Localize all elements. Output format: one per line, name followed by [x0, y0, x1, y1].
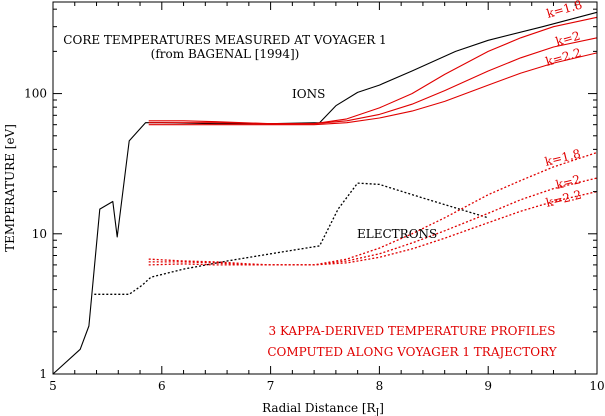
electron-k2-label: k=2 — [554, 172, 582, 192]
y-tick-label: 10 — [32, 227, 47, 241]
electrons-model-line-5 — [148, 151, 598, 266]
x-axis-title: Radial Distance [RJ] — [262, 401, 384, 416]
x-tick-label: 9 — [484, 379, 492, 393]
electron-k18-label: k=1.8 — [543, 147, 582, 169]
x-tick-label: 7 — [267, 379, 275, 393]
series-layer — [52, 11, 598, 375]
ions-model-line-4 — [148, 52, 598, 126]
x-tick-label: 10 — [589, 379, 604, 393]
y-axis-title: TEMPERATURE [eV] — [3, 124, 17, 252]
x-tick-label: 8 — [376, 379, 384, 393]
ion-k22-label: k=2.2 — [544, 45, 583, 68]
electrons-measured-line-1 — [94, 182, 489, 295]
y-tick-label: 100 — [24, 87, 47, 101]
note-line-1: 3 KAPPA-DERIVED TEMPERATURE PROFILES — [269, 324, 556, 338]
ions-label: IONS — [292, 87, 325, 101]
x-axis-title-subscript: J — [375, 408, 380, 416]
ion-k2-label: k=2 — [554, 29, 582, 49]
note-line-2: COMPUTED ALONG VOYAGER 1 TRAJECTORY — [267, 345, 557, 359]
electrons-label: ELECTRONS — [357, 227, 437, 241]
chart-title: CORE TEMPERATURES MEASURED AT VOYAGER 1 — [63, 33, 386, 47]
chart-subtitle: (from BAGENAL [1994]) — [151, 47, 300, 61]
x-tick-label: 6 — [158, 379, 166, 393]
plot-frame — [52, 1, 598, 375]
y-tick-label: 1 — [39, 367, 47, 381]
electrons-model-line-7 — [148, 190, 598, 266]
electron-k22-label: k=2.2 — [544, 188, 583, 210]
ions-model-line-2 — [148, 16, 598, 125]
x-tick-label: 5 — [49, 379, 57, 393]
ticks-layer: 5 6 7 8 9 10 1 10 100 — [24, 2, 605, 393]
ions-measured-line-0 — [52, 11, 598, 375]
ions-model-line-3 — [148, 37, 598, 125]
electrons-model-line-6 — [148, 177, 598, 266]
